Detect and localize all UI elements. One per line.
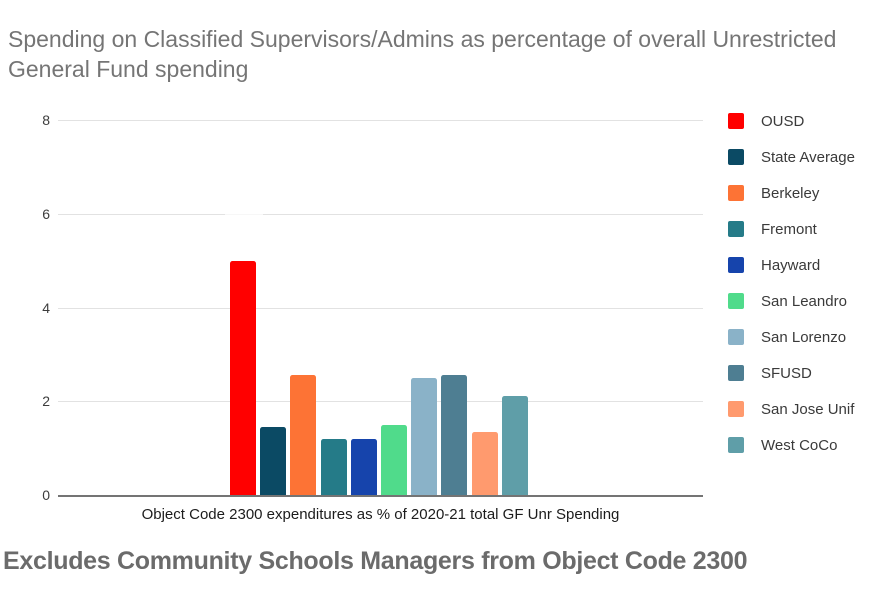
y-axis: 0 2 4 6 8: [0, 112, 50, 503]
gridline: [58, 401, 703, 403]
bar-ousd: [230, 260, 256, 495]
legend-item-west-coco: West CoCo: [728, 436, 855, 454]
y-tick-label: 8: [42, 112, 50, 128]
legend-label: San Jose Unif: [761, 400, 855, 418]
legend-swatch-icon: [728, 365, 744, 381]
legend-label: OUSD: [761, 112, 805, 130]
legend-item-ousd: OUSD: [728, 112, 855, 130]
legend-swatch-icon: [728, 437, 744, 453]
legend-label: Berkeley: [761, 184, 820, 202]
bar-fremont: [320, 438, 347, 495]
bar-san-lorenzo: [411, 377, 438, 495]
legend-label: West CoCo: [761, 436, 838, 454]
y-tick-label: 4: [42, 299, 50, 316]
legend-label: SFUSD: [761, 364, 812, 382]
bar-berkeley: [290, 375, 317, 495]
legend-swatch-icon: [728, 257, 744, 273]
legend-swatch-icon: [728, 149, 744, 165]
legend-label: State Average: [761, 148, 855, 166]
gridline-erase-artifact: [225, 212, 263, 216]
legend-item-berkeley: Berkeley: [728, 184, 855, 202]
legend-item-state-average: State Average: [728, 148, 855, 166]
legend-swatch-icon: [728, 401, 744, 417]
legend-swatch-icon: [728, 185, 744, 201]
chart-title: Spending on Classified Supervisors/Admin…: [8, 26, 837, 82]
legend-label: San Leandro: [761, 292, 847, 310]
y-tick-label: 0: [42, 487, 50, 503]
bar-hayward: [350, 438, 377, 495]
legend-item-san-jose-unif: San Jose Unif: [728, 400, 855, 418]
gridline: [58, 120, 703, 121]
chart-legend: OUSD State Average Berkeley Fremont Hayward S…: [728, 113, 855, 473]
legend-item-hayward: Hayward: [728, 256, 855, 274]
bar-san-leandro: [381, 424, 407, 495]
y-tick-label: 2: [42, 393, 50, 410]
legend-label: Hayward: [761, 256, 821, 274]
bar-sfusd: [441, 374, 468, 495]
legend-item-sfusd: SFUSD: [728, 364, 855, 382]
gridline: [58, 307, 703, 309]
gridline: [58, 213, 703, 215]
legend-swatch-icon: [728, 113, 744, 129]
legend-swatch-icon: [728, 329, 744, 345]
x-axis-title: Object Code 2300 expenditures as % of 20…: [141, 506, 620, 523]
legend-item-san-lorenzo: San Lorenzo: [728, 328, 855, 346]
bar-state-average: [260, 427, 287, 495]
bar-west-coco: [501, 395, 528, 495]
y-tick-label: 6: [42, 205, 50, 222]
bar-san-jose-unif: [471, 431, 498, 495]
plot-area: [58, 120, 703, 497]
legend-item-fremont: Fremont: [728, 220, 855, 238]
legend-label: Fremont: [761, 220, 817, 238]
legend-label: San Lorenzo: [761, 328, 847, 346]
footer-note: Excludes Community Schools Managers from…: [3, 547, 748, 575]
legend-item-san-leandro: San Leandro: [728, 292, 855, 310]
legend-swatch-icon: [728, 221, 744, 237]
legend-swatch-icon: [728, 293, 744, 309]
